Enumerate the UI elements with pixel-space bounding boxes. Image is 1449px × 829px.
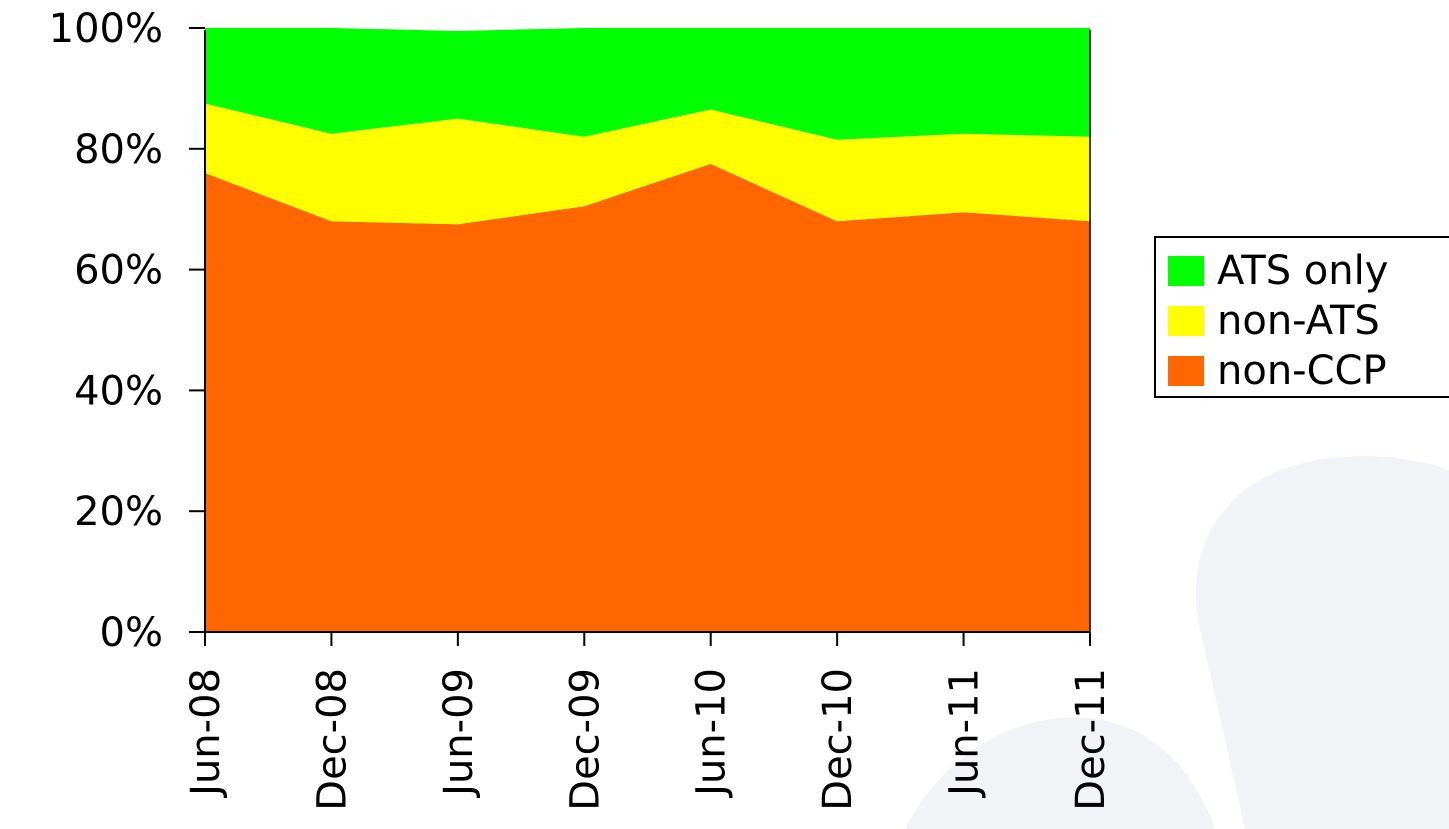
- x-tick-label: Dec-09: [562, 668, 608, 811]
- x-tick-label: Dec-10: [815, 668, 861, 811]
- legend-label: non-CCP: [1217, 348, 1387, 394]
- axes: 0% 20% 40% 60% 80% 100% Jun-08 Dec-08 Jun-09 Dec…: [49, 6, 1114, 811]
- x-tick-label: Jun-11: [942, 668, 988, 799]
- y-tick-label: 0%: [100, 610, 163, 656]
- y-tick-label: 40%: [74, 368, 163, 414]
- x-tick-label: Dec-08: [309, 668, 355, 811]
- y-axis-ticks: 0% 20% 40% 60% 80% 100%: [49, 6, 205, 656]
- area-ats-only: [205, 28, 1090, 140]
- legend-swatch: [1168, 256, 1204, 286]
- x-axis-ticks: Jun-08 Dec-08 Jun-09 Dec-09 Jun-10 Dec-10 Jun-…: [183, 632, 1114, 811]
- area-non-ats: [205, 103, 1090, 225]
- area-non-ccp: [205, 163, 1090, 632]
- x-tick-label: Dec-11: [1068, 668, 1114, 811]
- area-layers: [205, 28, 1090, 632]
- legend-swatch: [1168, 356, 1204, 386]
- x-tick-label: Jun-08: [183, 668, 229, 799]
- legend-label: ATS only: [1217, 248, 1388, 294]
- x-tick-label: Jun-10: [689, 668, 735, 799]
- y-tick-label: 80%: [74, 127, 163, 173]
- y-tick-label: 100%: [49, 6, 163, 52]
- watermark-shape-lower: [905, 717, 1215, 829]
- y-tick-label: 20%: [74, 489, 163, 535]
- background-watermark: [905, 456, 1449, 829]
- legend-swatch: [1168, 306, 1204, 336]
- y-tick-label: 60%: [74, 248, 163, 294]
- x-tick-label: Jun-09: [436, 668, 482, 799]
- legend-label: non-ATS: [1217, 298, 1380, 344]
- watermark-shape-upper: [1195, 456, 1449, 829]
